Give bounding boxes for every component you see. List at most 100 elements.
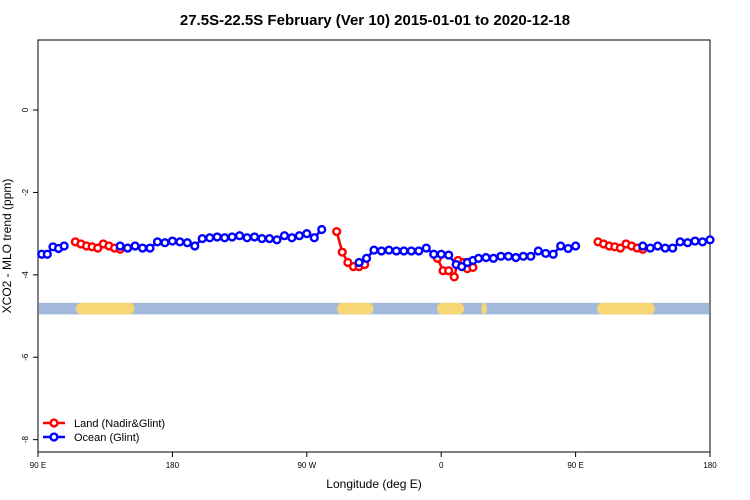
data-point: [220, 233, 230, 243]
data-point: [249, 232, 260, 242]
data-point: [384, 245, 394, 255]
data-point: [302, 229, 312, 239]
map-ocean-band: [39, 302, 709, 315]
data-point: [337, 247, 347, 257]
data-point: [242, 233, 252, 243]
x-tick-label: 90 E: [567, 461, 583, 470]
x-axis-label: Longitude (deg E): [326, 477, 421, 491]
map-land-segment: [76, 302, 135, 315]
data-point: [376, 246, 387, 256]
data-point: [59, 241, 69, 251]
plot-frame: [37, 39, 711, 453]
data-point: [152, 237, 163, 247]
data-point: [167, 236, 178, 246]
map-land-segment: [481, 302, 487, 315]
legend-marker: [49, 432, 59, 442]
y-axis-label: XCO2 - MLO trend (ppm): [0, 179, 14, 314]
legend-label: Land (Nadir&Glint): [74, 418, 165, 430]
data-point: [548, 249, 558, 259]
y-tick-label: -8: [21, 436, 30, 444]
data-point: [137, 243, 148, 253]
data-point: [414, 246, 424, 256]
data-point: [645, 243, 655, 253]
data-point: [503, 251, 514, 261]
data-point: [190, 241, 200, 251]
data-point: [309, 233, 319, 243]
data-point: [279, 231, 290, 241]
chart-title: 27.5S-22.5S February (Ver 10) 2015-01-01…: [180, 12, 570, 29]
series-layer: [37, 224, 715, 282]
y-tick-label: 0: [21, 107, 30, 112]
legend-label: Ocean (Glint): [74, 432, 139, 444]
data-point: [122, 243, 133, 253]
data-point: [332, 226, 342, 237]
data-point: [473, 253, 484, 263]
x-tick-label: 90 E: [30, 461, 46, 470]
data-point: [690, 236, 700, 246]
data-point: [449, 272, 459, 282]
data-point: [399, 246, 409, 256]
data-point: [660, 243, 670, 253]
data-point: [526, 251, 536, 261]
data-point: [533, 246, 543, 256]
data-point: [511, 252, 521, 263]
data-point: [115, 241, 125, 251]
x-axis: 90 E 180 90 W 0 90 E 180: [30, 452, 717, 470]
y-tick-label: -4: [21, 271, 30, 279]
y-axis: 0 -2 -4 -6 -8: [21, 107, 38, 443]
series-land: [70, 226, 648, 282]
data-point: [272, 235, 282, 245]
data-point: [391, 246, 402, 256]
data-point: [317, 224, 327, 235]
data-point: [436, 249, 446, 259]
data-point: [257, 233, 267, 244]
x-tick-label: 180: [166, 461, 180, 470]
data-point: [361, 253, 372, 263]
data-point: [496, 251, 506, 261]
data-point: [287, 233, 297, 243]
data-point: [406, 246, 416, 256]
data-point: [212, 232, 222, 242]
x-tick-label: 0: [439, 461, 444, 470]
data-point: [570, 241, 581, 251]
data-point: [264, 233, 275, 244]
data-point: [488, 253, 499, 263]
data-point: [235, 231, 245, 241]
data-point: [227, 232, 237, 242]
data-point: [705, 235, 715, 245]
data-point: [444, 266, 454, 276]
data-point: [675, 237, 685, 247]
data-point: [160, 238, 170, 248]
data-point: [42, 249, 52, 259]
data-point: [421, 243, 431, 253]
data-point: [541, 248, 551, 259]
data-point: [668, 243, 678, 253]
data-point: [197, 233, 207, 244]
data-point: [697, 237, 708, 247]
map-land-segment: [597, 302, 655, 315]
data-point: [175, 237, 185, 247]
data-point: [653, 241, 663, 251]
data-point: [563, 243, 573, 254]
data-point: [429, 249, 439, 259]
data-point: [182, 238, 192, 248]
series-ocean: [37, 224, 715, 272]
data-point: [354, 257, 364, 268]
data-point: [130, 241, 140, 251]
map-land-segment: [337, 302, 374, 315]
data-point: [556, 241, 566, 251]
y-tick-label: -6: [21, 353, 30, 361]
data-point: [205, 233, 215, 243]
map-land-segment: [437, 302, 464, 315]
legend-marker: [49, 418, 59, 428]
legend: Land (Nadir&Glint) Ocean (Glint): [43, 418, 165, 444]
data-point: [145, 243, 155, 253]
data-point: [682, 238, 693, 248]
map-strip: [39, 302, 709, 315]
data-point: [481, 252, 491, 263]
data-point: [444, 250, 454, 260]
data-point: [294, 231, 304, 241]
data-point: [638, 241, 648, 251]
data-point: [369, 245, 379, 255]
